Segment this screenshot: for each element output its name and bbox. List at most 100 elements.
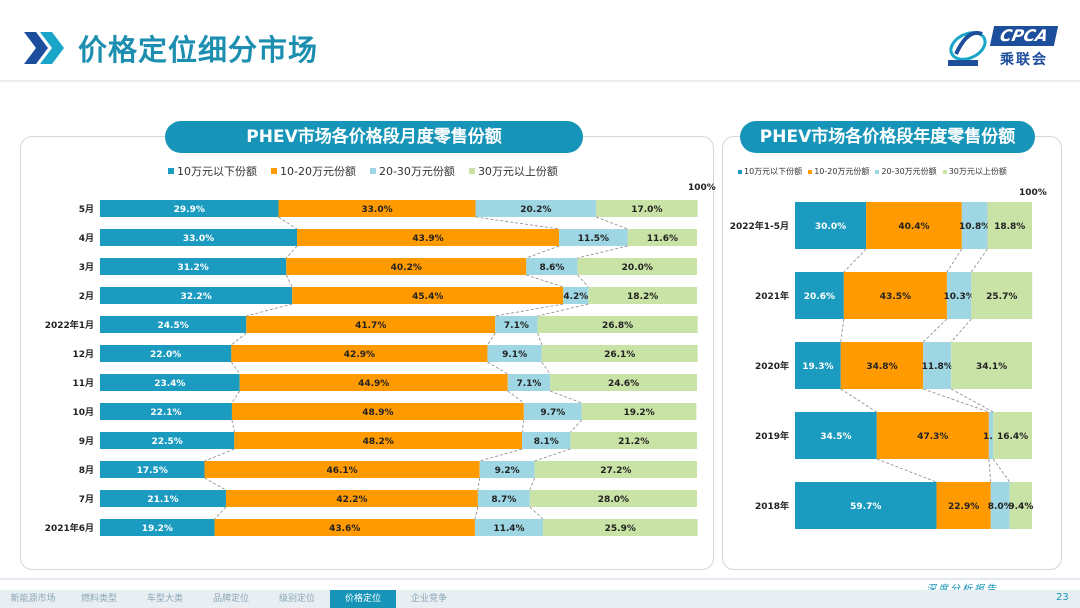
category-label: 11月 (72, 378, 94, 389)
bar-segment (843, 272, 947, 319)
bar-segment (988, 412, 994, 459)
legend-swatch (369, 168, 376, 174)
connector-line (231, 419, 235, 433)
bar-segment (971, 272, 1033, 319)
connector-line (474, 506, 479, 520)
nav-item[interactable]: 品牌定位 (212, 594, 249, 604)
bar-segment (100, 490, 226, 507)
nav-item[interactable]: 企业竞争 (410, 594, 447, 604)
data-label: 11.6% (647, 234, 678, 244)
legend-item-seg3: 20-30万元份额 (875, 166, 937, 177)
bar-segment (542, 519, 698, 536)
bar-segment (214, 519, 475, 536)
footer-nav: 新能源市场 燃料类型 车型大类 品牌定位 级别定位 价格定位 企业竞争 (0, 590, 462, 608)
data-label: 22.5% (152, 437, 183, 447)
data-label: 27.2% (600, 466, 631, 476)
data-label: 40.4% (898, 222, 929, 232)
nav-item[interactable]: 车型大类 (146, 594, 183, 604)
yearly-legend: 10万元以下份额 10-20万元份额 20-30万元份额 30万元以上份额 (738, 166, 1013, 177)
bar-segment (225, 490, 478, 507)
bar-segment (577, 258, 697, 275)
monthly-100-label: 100% (688, 183, 716, 193)
bar-segment (231, 345, 488, 362)
nav-item[interactable]: 级别定位 (278, 594, 315, 604)
bar-segment (100, 287, 293, 304)
data-label: 9.2% (495, 466, 520, 476)
data-label: 23.4% (154, 379, 185, 389)
bar-segment (581, 403, 697, 420)
data-label: 8.6% (539, 263, 564, 273)
data-label: 26.1% (604, 350, 635, 360)
bar-segment (100, 345, 232, 362)
data-label: 32.2% (180, 292, 211, 302)
data-label: 21.2% (618, 437, 649, 447)
legend-item-seg3: 20-30万元份额 (369, 163, 455, 179)
data-label: 40.2% (391, 263, 422, 273)
data-label: 31.2% (178, 263, 209, 273)
bar-segment (100, 432, 235, 449)
category-label: 2019年 (755, 430, 789, 442)
legend-item-seg1: 10万元以下份额 (168, 163, 257, 179)
bar-segment (840, 342, 924, 389)
data-label: 18.8% (994, 222, 1025, 232)
connector-line (534, 448, 571, 462)
header-divider (0, 80, 1080, 82)
cpca-logo: CPCA 乘联会 (940, 22, 1059, 70)
data-label: 33.0% (361, 205, 392, 215)
bar-segment (961, 202, 988, 249)
connector-line (475, 216, 560, 230)
bar-segment (231, 403, 524, 420)
data-label: 24.5% (158, 321, 189, 331)
bar-segment (876, 412, 989, 459)
connector-line (487, 332, 496, 346)
nav-item[interactable]: 价格定位 (330, 590, 396, 608)
bar-segment (1009, 482, 1032, 529)
connector-line (946, 248, 963, 273)
monthly-stacked-bar-chart: 5月 29.9% 33.0% 20.2% 17.0% 4月 33.0% 43.9% 11.5% 1… (45, 200, 698, 536)
bar-segment (550, 374, 697, 391)
connector-line (549, 390, 582, 404)
bar-segment (100, 258, 287, 275)
data-label: 7.1% (516, 379, 541, 389)
data-label: 19.2% (142, 524, 173, 534)
bar-segment (487, 345, 542, 362)
nav-item[interactable]: 新能源市场 (10, 594, 56, 604)
connector-line (231, 390, 241, 404)
data-label: 42.2% (336, 495, 367, 505)
bar-segment (596, 200, 698, 217)
bar-segment (795, 412, 877, 459)
connector-line (843, 248, 867, 273)
bar-segment (987, 202, 1032, 249)
monthly-legend: 10万元以下份额 10-20万元份额 20-30万元份额 30万元以上份额 (168, 163, 572, 179)
data-label: 1.8 (983, 432, 999, 442)
bar-segment (523, 403, 582, 420)
connector-line (529, 477, 535, 491)
data-label: 8.1% (534, 437, 559, 447)
connector-line (988, 458, 992, 483)
bar-segment (100, 374, 240, 391)
nav-item[interactable]: 燃料类型 (80, 594, 117, 604)
bar-segment (946, 272, 972, 319)
data-label: 20.2% (520, 205, 551, 215)
data-label: 17.5% (137, 466, 168, 476)
data-label: 26.8% (602, 321, 633, 331)
data-label: 48.2% (363, 437, 394, 447)
bar-segment (534, 461, 697, 478)
data-label: 48.9% (362, 408, 393, 418)
bar-segment (541, 345, 698, 362)
data-label: 11.5% (578, 234, 609, 244)
connector-line (278, 216, 298, 230)
connector-line (537, 303, 589, 317)
bar-segment (507, 374, 551, 391)
data-label: 28.0% (598, 495, 629, 505)
yearly-chart-title: PHEV市场各价格段年度零售份额 (740, 121, 1035, 153)
connector-line (876, 458, 937, 483)
data-label: 16.4% (997, 432, 1028, 442)
category-label: 2021年6月 (45, 522, 94, 534)
data-label: 33.0% (183, 234, 214, 244)
legend-swatch (875, 169, 880, 174)
bar-segment (100, 461, 205, 478)
bar-segment (239, 374, 508, 391)
bar-segment (951, 342, 1032, 389)
category-label: 2月 (79, 291, 94, 302)
